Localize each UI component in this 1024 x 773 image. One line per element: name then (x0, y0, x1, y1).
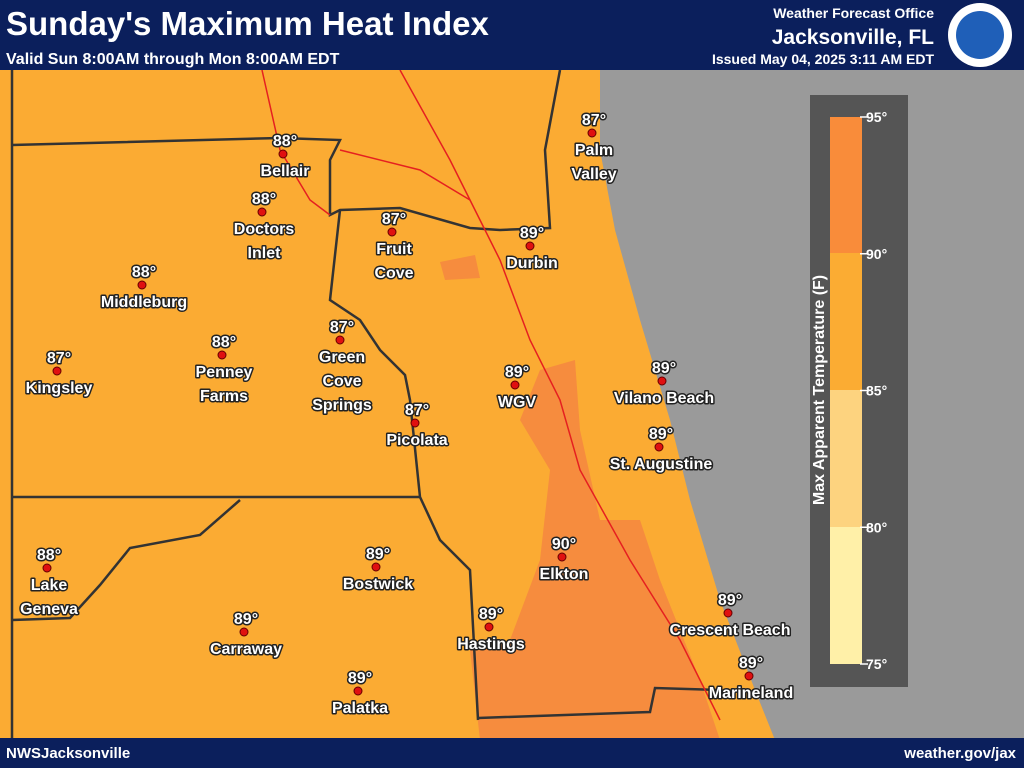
city-dot (410, 418, 420, 428)
city-temp: 87° (382, 211, 406, 228)
city-temp: 88° (252, 191, 276, 208)
city-temp: 89° (479, 606, 503, 623)
city-name: Marineland (709, 685, 793, 702)
city-dot (657, 376, 667, 386)
city-temp: 89° (520, 225, 544, 242)
city-temp: 89° (652, 360, 676, 377)
city-name: Elkton (540, 566, 589, 583)
roads (261, 69, 721, 721)
city-temp: 88° (273, 133, 297, 150)
legend-label: 80° (866, 519, 887, 535)
city-name: St. Augustine (610, 456, 713, 473)
city-name: Valley (571, 166, 616, 183)
city-dot (353, 686, 363, 696)
city-dot (42, 563, 52, 573)
legend: Max Apparent Temperature (F) (810, 95, 908, 687)
footer-right: weather.gov/jax (903, 745, 1016, 762)
footer-bar (0, 738, 1024, 768)
city-name: Geneva (20, 601, 78, 618)
city-dot (217, 350, 227, 360)
city-name: Lake (31, 577, 68, 594)
city-temp: 87° (47, 350, 71, 367)
city-name: Doctors (234, 221, 295, 238)
hot-area (440, 255, 480, 280)
title: Sunday's Maximum Heat Index (6, 5, 489, 42)
city-name: Durbin (506, 255, 558, 272)
city-dot (723, 608, 733, 618)
city-name: Bostwick (343, 576, 413, 593)
city-dot (239, 627, 249, 637)
city-name: Vilano Beach (614, 390, 714, 407)
city-dot (257, 207, 267, 217)
county-lines (10, 69, 721, 740)
city-name: Springs (312, 397, 372, 414)
city-dot (525, 241, 535, 251)
legend-label: 90° (866, 246, 887, 262)
city-temp: 89° (234, 611, 258, 628)
city-dot (371, 562, 381, 572)
city-name: Palatka (332, 700, 388, 717)
city-name: Palm (575, 142, 613, 159)
city-dot (587, 128, 597, 138)
legend-swatch (830, 253, 862, 390)
city-temp: 89° (718, 592, 742, 609)
city-dot (137, 280, 147, 290)
city-name: Middleburg (101, 294, 187, 311)
header: Sunday's Maximum Heat Index Valid Sun 8:… (0, 0, 1024, 70)
legend-swatch (830, 390, 862, 527)
city-temp: 87° (582, 112, 606, 129)
city-temp: 90° (552, 536, 576, 553)
city-temp: 88° (212, 334, 236, 351)
city-name: Cove (374, 265, 413, 282)
legend-label: 85° (866, 383, 887, 399)
city-temp: 89° (649, 426, 673, 443)
city-dot (484, 622, 494, 632)
hot-area (470, 360, 720, 740)
city-temp: 88° (132, 264, 156, 281)
city-name: WGV (498, 394, 537, 411)
city-dot (744, 671, 754, 681)
city-name: Green (319, 349, 365, 366)
city-temp: 87° (405, 402, 429, 419)
city-temp: 89° (505, 364, 529, 381)
legend-title: Max Apparent Temperature (F) (811, 275, 828, 505)
office: Weather Forecast Office (773, 5, 934, 21)
city-name: Fruit (376, 241, 412, 258)
legend-label: 95° (866, 109, 887, 125)
location: Jacksonville, FL (772, 26, 934, 49)
city-name: Picolata (386, 432, 447, 449)
city-name: Farms (200, 388, 248, 405)
legend-label: 75° (866, 656, 887, 672)
city-temp: 89° (348, 670, 372, 687)
subtitle: Valid Sun 8:00AM through Mon 8:00AM EDT (6, 51, 340, 68)
city-name: Bellair (261, 163, 310, 180)
legend-swatch (830, 117, 862, 253)
city-dot (335, 335, 345, 345)
footer-left: NWSJacksonville (6, 745, 130, 762)
city-name: Penney (196, 364, 253, 381)
footer: NWSJacksonville weather.gov/jax (0, 738, 1024, 768)
city-temp: 89° (739, 655, 763, 672)
city-name: Cove (322, 373, 361, 390)
header-bar (0, 0, 1024, 70)
city-dot (387, 227, 397, 237)
city-name: Crescent Beach (670, 622, 791, 639)
city-name: Inlet (248, 245, 282, 262)
city-name: Kingsley (26, 380, 93, 397)
city-name: Carraway (210, 641, 282, 658)
city-dot (557, 552, 567, 562)
city-dot (52, 366, 62, 376)
legend-swatch (830, 527, 862, 664)
issued: Issued May 04, 2025 3:11 AM EDT (712, 51, 934, 67)
city-name: Hastings (457, 636, 525, 653)
city-dot (654, 442, 664, 452)
city-dot (278, 149, 288, 159)
city-temp: 88° (37, 547, 61, 564)
city-temp: 89° (366, 546, 390, 563)
nws-logo-inner (956, 11, 1004, 59)
city-temp: 87° (330, 319, 354, 336)
city-dot (510, 380, 520, 390)
